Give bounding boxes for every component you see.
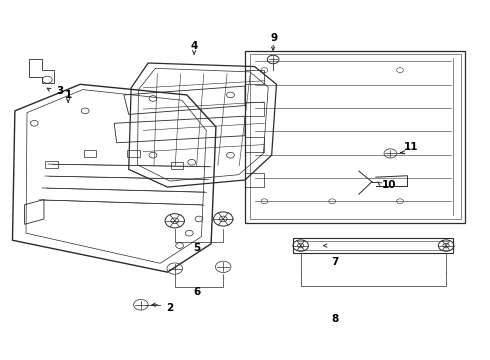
Text: 5: 5: [193, 243, 200, 253]
Text: 3: 3: [56, 86, 64, 96]
Text: 1: 1: [65, 90, 72, 100]
Text: 11: 11: [404, 142, 418, 152]
Text: 9: 9: [270, 33, 278, 43]
Bar: [84, 150, 96, 157]
Bar: [127, 150, 140, 157]
Text: 2: 2: [166, 303, 173, 312]
Text: 4: 4: [191, 41, 198, 51]
Text: 10: 10: [382, 180, 396, 190]
Text: 8: 8: [331, 314, 338, 324]
Text: 7: 7: [331, 257, 338, 267]
Bar: [171, 162, 183, 169]
Bar: [45, 161, 57, 168]
Text: 6: 6: [193, 287, 200, 297]
